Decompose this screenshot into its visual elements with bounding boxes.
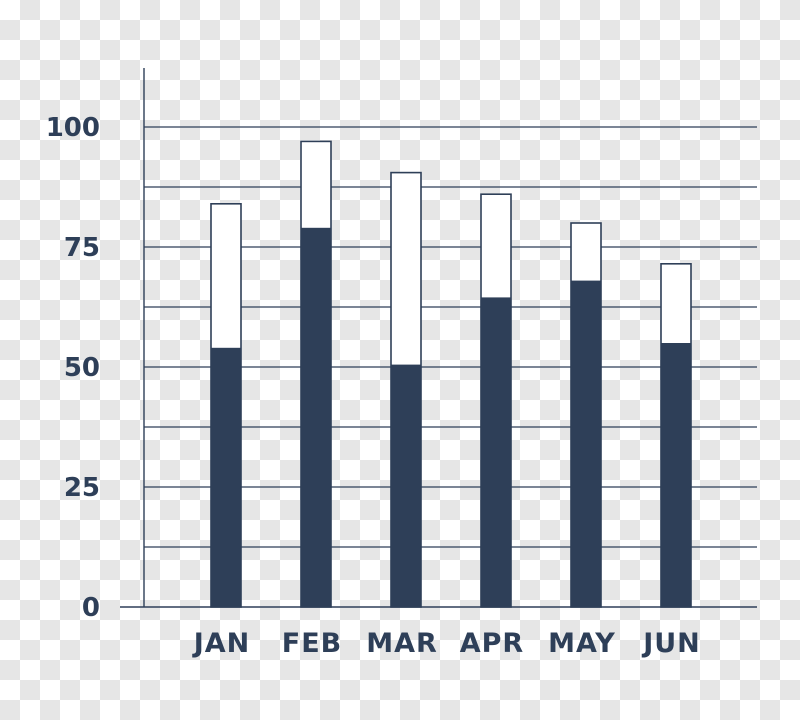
bar-filled-may [571,280,601,607]
x-tick-label: JAN [192,628,251,659]
bar-filled-mar [391,364,421,607]
x-tick-label: MAY [548,628,616,659]
bar-filled-jun [661,343,691,607]
bar-filled-jan [211,347,241,607]
y-tick-label: 50 [64,353,100,383]
y-tick-label: 100 [46,113,100,143]
y-tick-label: 25 [64,473,100,503]
gridlines [144,126,757,548]
x-tick-label: FEB [282,628,342,659]
x-tick-labels: JAN FEB MAR APR MAY JUN [192,628,701,659]
y-tick-labels: 0 25 50 75 100 [46,113,100,623]
y-tick-label: 75 [64,233,100,263]
y-tick-label: 0 [82,593,100,623]
bar-filled-apr [481,297,511,607]
bar-filled-feb [301,227,331,608]
x-tick-label: APR [460,628,524,659]
x-tick-label: JUN [641,628,701,659]
x-tick-label: MAR [366,628,438,659]
bars [210,140,692,608]
